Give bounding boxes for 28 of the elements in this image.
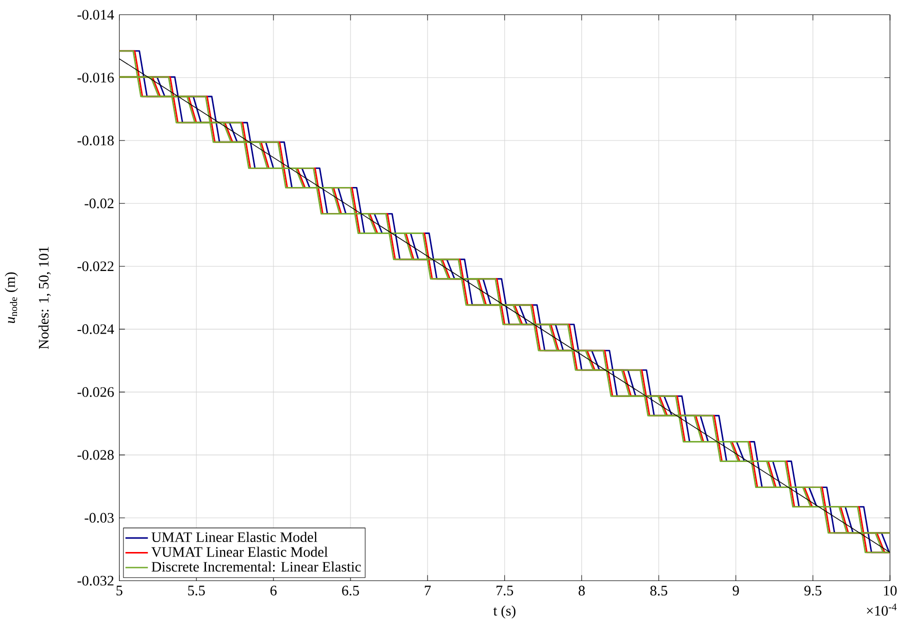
x-tick-label: 5.5	[188, 586, 205, 596]
y-tick-label: -0.03	[84, 512, 114, 523]
y-tick-label: -0.016	[77, 72, 114, 83]
x-axis-title: t (s)	[493, 606, 516, 619]
text: Nodes: 1, 50, 101	[38, 246, 51, 350]
x-tick-label: 8.5	[650, 586, 668, 596]
y-tick-label: -0.02	[84, 198, 114, 208]
legend-label: Discrete Incremental: Linear Elastic	[152, 562, 361, 572]
y-tick-label: -0.028	[77, 450, 114, 460]
y-tick-label: -0.024	[77, 324, 114, 334]
y-tick-label: -0.032	[77, 576, 114, 586]
y-tick-label: -0.022	[77, 261, 114, 272]
text: ×10$^{-4}$	[866, 604, 897, 616]
legend-label: UMAT Linear Elastic Model	[152, 532, 318, 542]
x-tick-label: 8	[578, 586, 585, 596]
x-tick-label: 9.5	[804, 586, 822, 596]
x-tick-label: 10	[884, 586, 897, 596]
y-tick-label: -0.018	[77, 136, 114, 146]
x-tick-label: 5	[116, 586, 122, 596]
x-tick-label: 7.5	[496, 586, 514, 596]
y-axis-title: u$_{node}$ (m)	[4, 272, 18, 324]
x-tick-label: 9	[732, 586, 739, 596]
y-tick-label: -0.026	[77, 387, 114, 397]
y-tick-label: -0.014	[77, 10, 114, 20]
x-tick-label: 6	[270, 586, 277, 596]
legend-label: VUMAT Linear Elastic Model	[151, 546, 328, 557]
x-tick-label: 6.5	[342, 586, 359, 596]
x-tick-label: 7	[424, 586, 431, 596]
